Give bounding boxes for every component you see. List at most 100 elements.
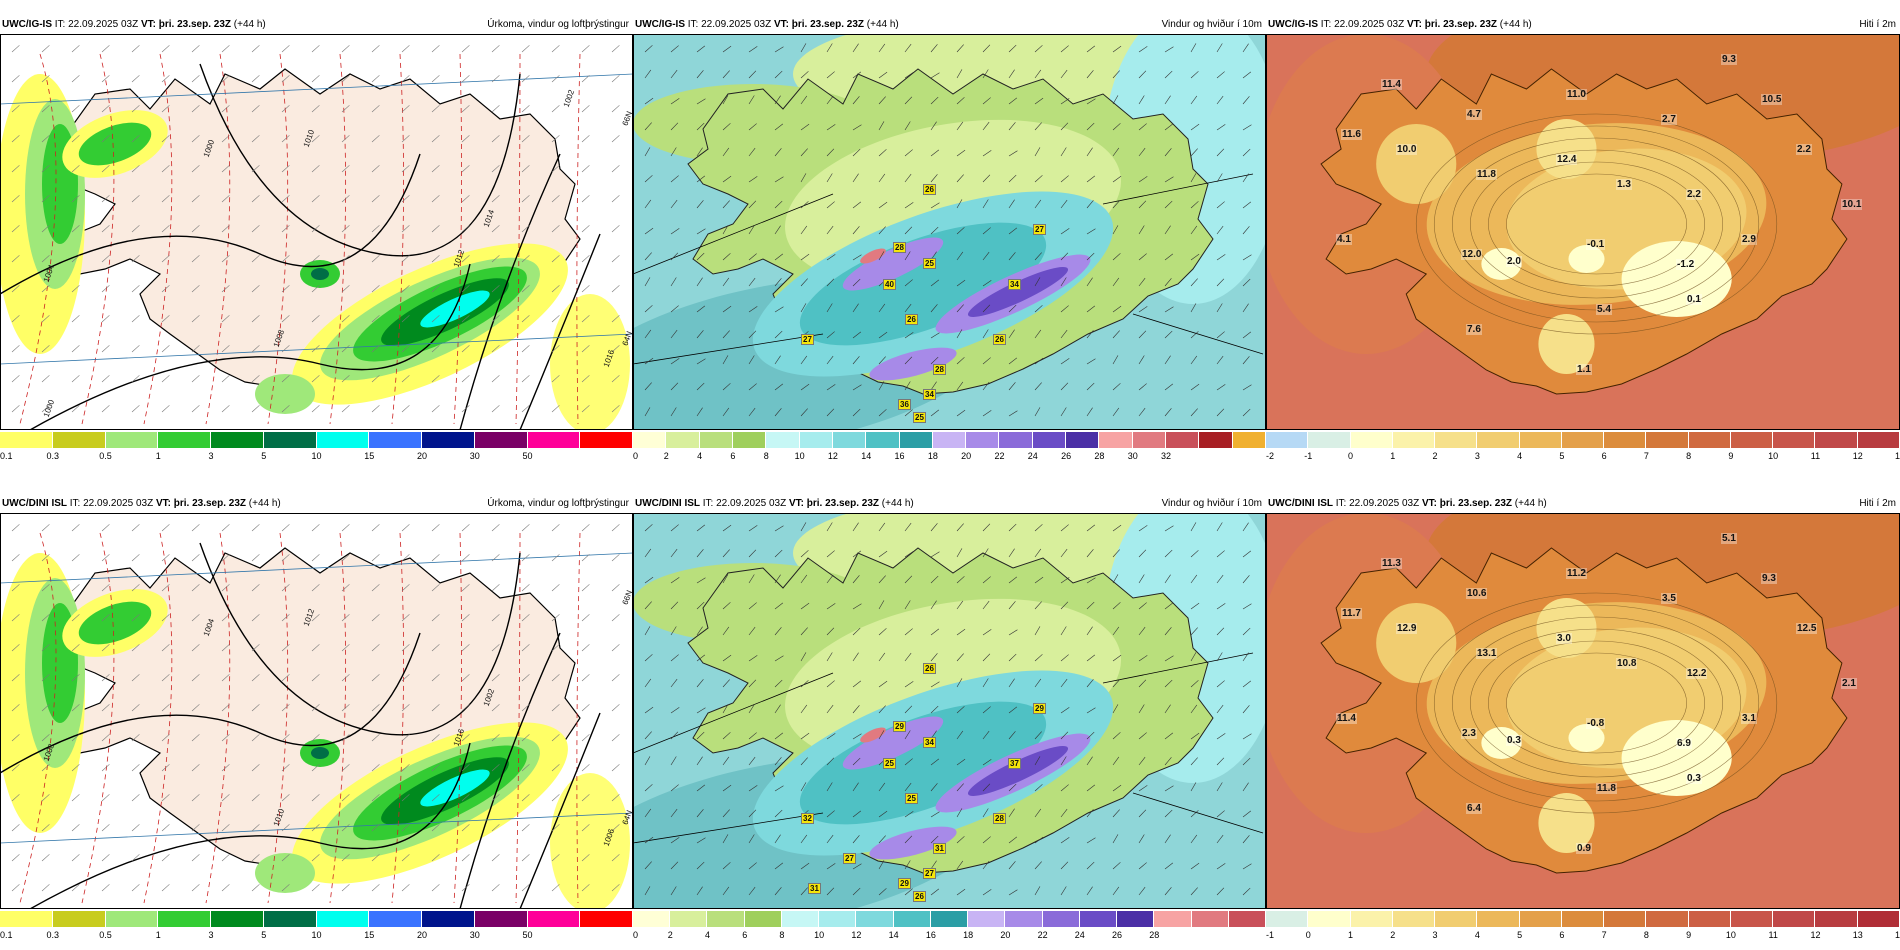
wind-arrow xyxy=(722,524,732,532)
wind-arrow xyxy=(696,382,705,391)
wind-barb xyxy=(281,375,290,383)
wind-barb xyxy=(221,135,230,143)
wind-arrow xyxy=(1190,574,1198,584)
wind-arrow xyxy=(826,574,834,584)
map[interactable]: 26 27 28 25 40 34 26 26 27 28 34 25 36 xyxy=(633,34,1266,430)
wind-barb xyxy=(221,345,230,353)
wind-barb xyxy=(101,644,110,652)
temperature-contour xyxy=(1451,616,1742,790)
wind-arrow xyxy=(956,758,966,766)
wind-barb xyxy=(611,614,620,622)
map[interactable]: 26 29 29 34 25 37 25 28 32 31 27 26 29 27 31 xyxy=(633,513,1266,909)
wind-arrow xyxy=(904,652,912,662)
temperature-contour xyxy=(1506,173,1687,275)
wind-arrow xyxy=(982,227,991,235)
map-canvas xyxy=(1266,513,1900,909)
wind-arrow xyxy=(1060,731,1069,740)
wind-arrow xyxy=(852,356,860,365)
wind-arrow xyxy=(1138,834,1145,844)
map[interactable]: 9.3 11.4 11.0 10.5 4.7 2.7 11.6 10.0 12.4 2.2 11.8… xyxy=(1266,34,1900,430)
wind-arrow xyxy=(1034,548,1042,558)
gust-value-label: 27 xyxy=(801,334,814,345)
temperature-value-label: 0.9 xyxy=(1576,843,1592,854)
wind-arrow xyxy=(1060,199,1068,209)
wind-arrow xyxy=(1008,783,1017,792)
temperature-contour xyxy=(1488,640,1705,766)
colorbar-swatch xyxy=(580,432,633,448)
wind-arrow xyxy=(748,407,756,417)
colorbar-swatch xyxy=(1773,911,1816,927)
wind-arrow xyxy=(826,384,836,391)
wind-barb xyxy=(401,674,410,682)
wind-arrow xyxy=(774,253,784,261)
wind-barb xyxy=(221,105,230,113)
wind-arrow xyxy=(748,330,757,339)
colorbar-tick-label: 3 xyxy=(1474,451,1480,461)
wind-barb xyxy=(611,764,620,772)
colorbar-swatch xyxy=(1435,432,1478,448)
wind-arrow xyxy=(826,757,835,766)
gust-value-label: 28 xyxy=(933,364,946,375)
wind-barb xyxy=(401,195,410,203)
colorbar-swatch xyxy=(819,911,857,927)
isobar xyxy=(29,263,471,430)
wind-barb xyxy=(131,614,140,622)
wind-barb xyxy=(461,854,470,862)
map[interactable]: 5.1 11.3 11.2 9.3 10.6 3.5 11.7 12.9 3.0 12.5 13.1… xyxy=(1266,513,1900,909)
colorbar-labels: 0 2 4 6 8 10 12 14 16 18 20 22 24 26 28 30 32 xyxy=(633,451,1266,461)
wind-arrow xyxy=(722,602,731,610)
wind-arrow xyxy=(956,251,964,261)
wind-barb xyxy=(431,674,440,682)
wind-arrow xyxy=(956,706,965,714)
colorbar-tick-label: 28 xyxy=(1094,451,1105,461)
wind-arrow xyxy=(878,860,885,870)
wind-arrow xyxy=(1164,225,1171,235)
wind-barb xyxy=(131,704,140,712)
wind-arrow xyxy=(670,122,679,131)
gust-value-label: 29 xyxy=(898,878,911,889)
wind-arrow xyxy=(930,304,938,313)
gust-value-label: 32 xyxy=(801,813,814,824)
wind-arrow xyxy=(644,277,651,287)
wind-arrow xyxy=(1112,123,1121,131)
wind-arrow xyxy=(1138,407,1146,417)
colorbar-swatch xyxy=(316,911,370,927)
wind-arrow xyxy=(696,626,703,636)
wind-arrow xyxy=(1086,707,1096,714)
wind-arrow xyxy=(1164,862,1174,870)
wind-arrow xyxy=(930,72,940,79)
wind-arrow xyxy=(826,863,836,870)
model-name: UWC/IG-IS xyxy=(1268,19,1318,30)
wind-arrow xyxy=(904,43,912,53)
wind-barb xyxy=(191,764,200,772)
wind-arrow xyxy=(748,383,757,391)
wind-arrow xyxy=(1190,602,1200,610)
wind-arrow xyxy=(1034,524,1043,532)
wind-arrow xyxy=(956,121,964,131)
wind-arrow xyxy=(1138,330,1147,339)
run-info: UWC/IG-IS IT: 22.09.2025 03Z VT: þri. 23… xyxy=(2,18,266,32)
wind-arrow xyxy=(1190,704,1198,714)
wind-arrow xyxy=(956,149,966,157)
map[interactable]: 1004 1008 1010 1012 1016 1002 1006 66N 64N xyxy=(0,513,633,909)
wind-arrow xyxy=(1242,384,1252,391)
wind-arrow xyxy=(696,809,704,818)
wind-barb xyxy=(11,105,20,113)
wind-arrow xyxy=(1112,784,1122,792)
temperature-contour xyxy=(19,53,57,425)
wind-arrow xyxy=(852,887,861,896)
wind-barb xyxy=(521,285,530,293)
wind-barb xyxy=(221,75,230,83)
wind-arrow xyxy=(748,655,758,662)
panel-title: Vindur og hviður í 10m xyxy=(1161,498,1262,509)
wind-arrow xyxy=(644,175,653,183)
wind-arrow xyxy=(1034,357,1044,365)
wind-arrow xyxy=(982,174,991,183)
wind-barb xyxy=(131,674,140,682)
wind-barb xyxy=(161,255,170,263)
wind-barb xyxy=(191,195,200,203)
map[interactable]: 1000 1004 1008 1010 1012 1014 1016 1000 1002 66N 6… xyxy=(0,34,633,430)
wind-barb xyxy=(311,285,320,293)
wind-barb xyxy=(371,854,380,862)
wind-arrow xyxy=(930,758,940,766)
